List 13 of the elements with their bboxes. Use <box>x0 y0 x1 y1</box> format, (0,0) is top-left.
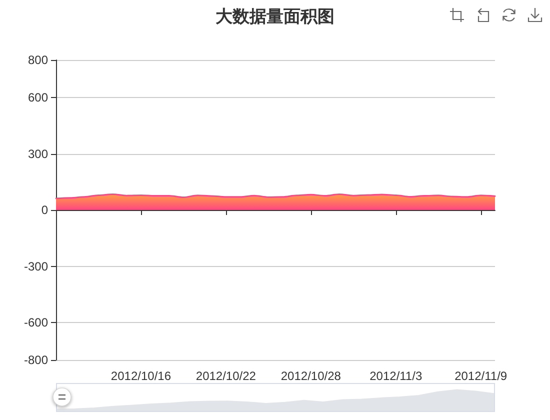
x-tick-label: 2012/10/16 <box>110 369 172 383</box>
x-tick-label: 2012/10/22 <box>196 369 256 383</box>
y-tick-label: -300 <box>24 259 48 274</box>
y-tick-label: -600 <box>24 316 48 330</box>
x-tick-label: 2012/10/28 <box>280 369 342 383</box>
chart-title: 大数据量面积图 <box>216 7 334 26</box>
y-tick-label: 0 <box>41 203 48 217</box>
x-tick-label: 2012/11/9 <box>454 369 508 383</box>
x-tick-label: 2012/11/3 <box>370 369 422 383</box>
y-tick-label: -800 <box>24 353 48 367</box>
y-tick-label: 600 <box>28 90 48 104</box>
y-tick-label: 300 <box>28 146 48 161</box>
y-tick-label: 800 <box>28 53 48 67</box>
